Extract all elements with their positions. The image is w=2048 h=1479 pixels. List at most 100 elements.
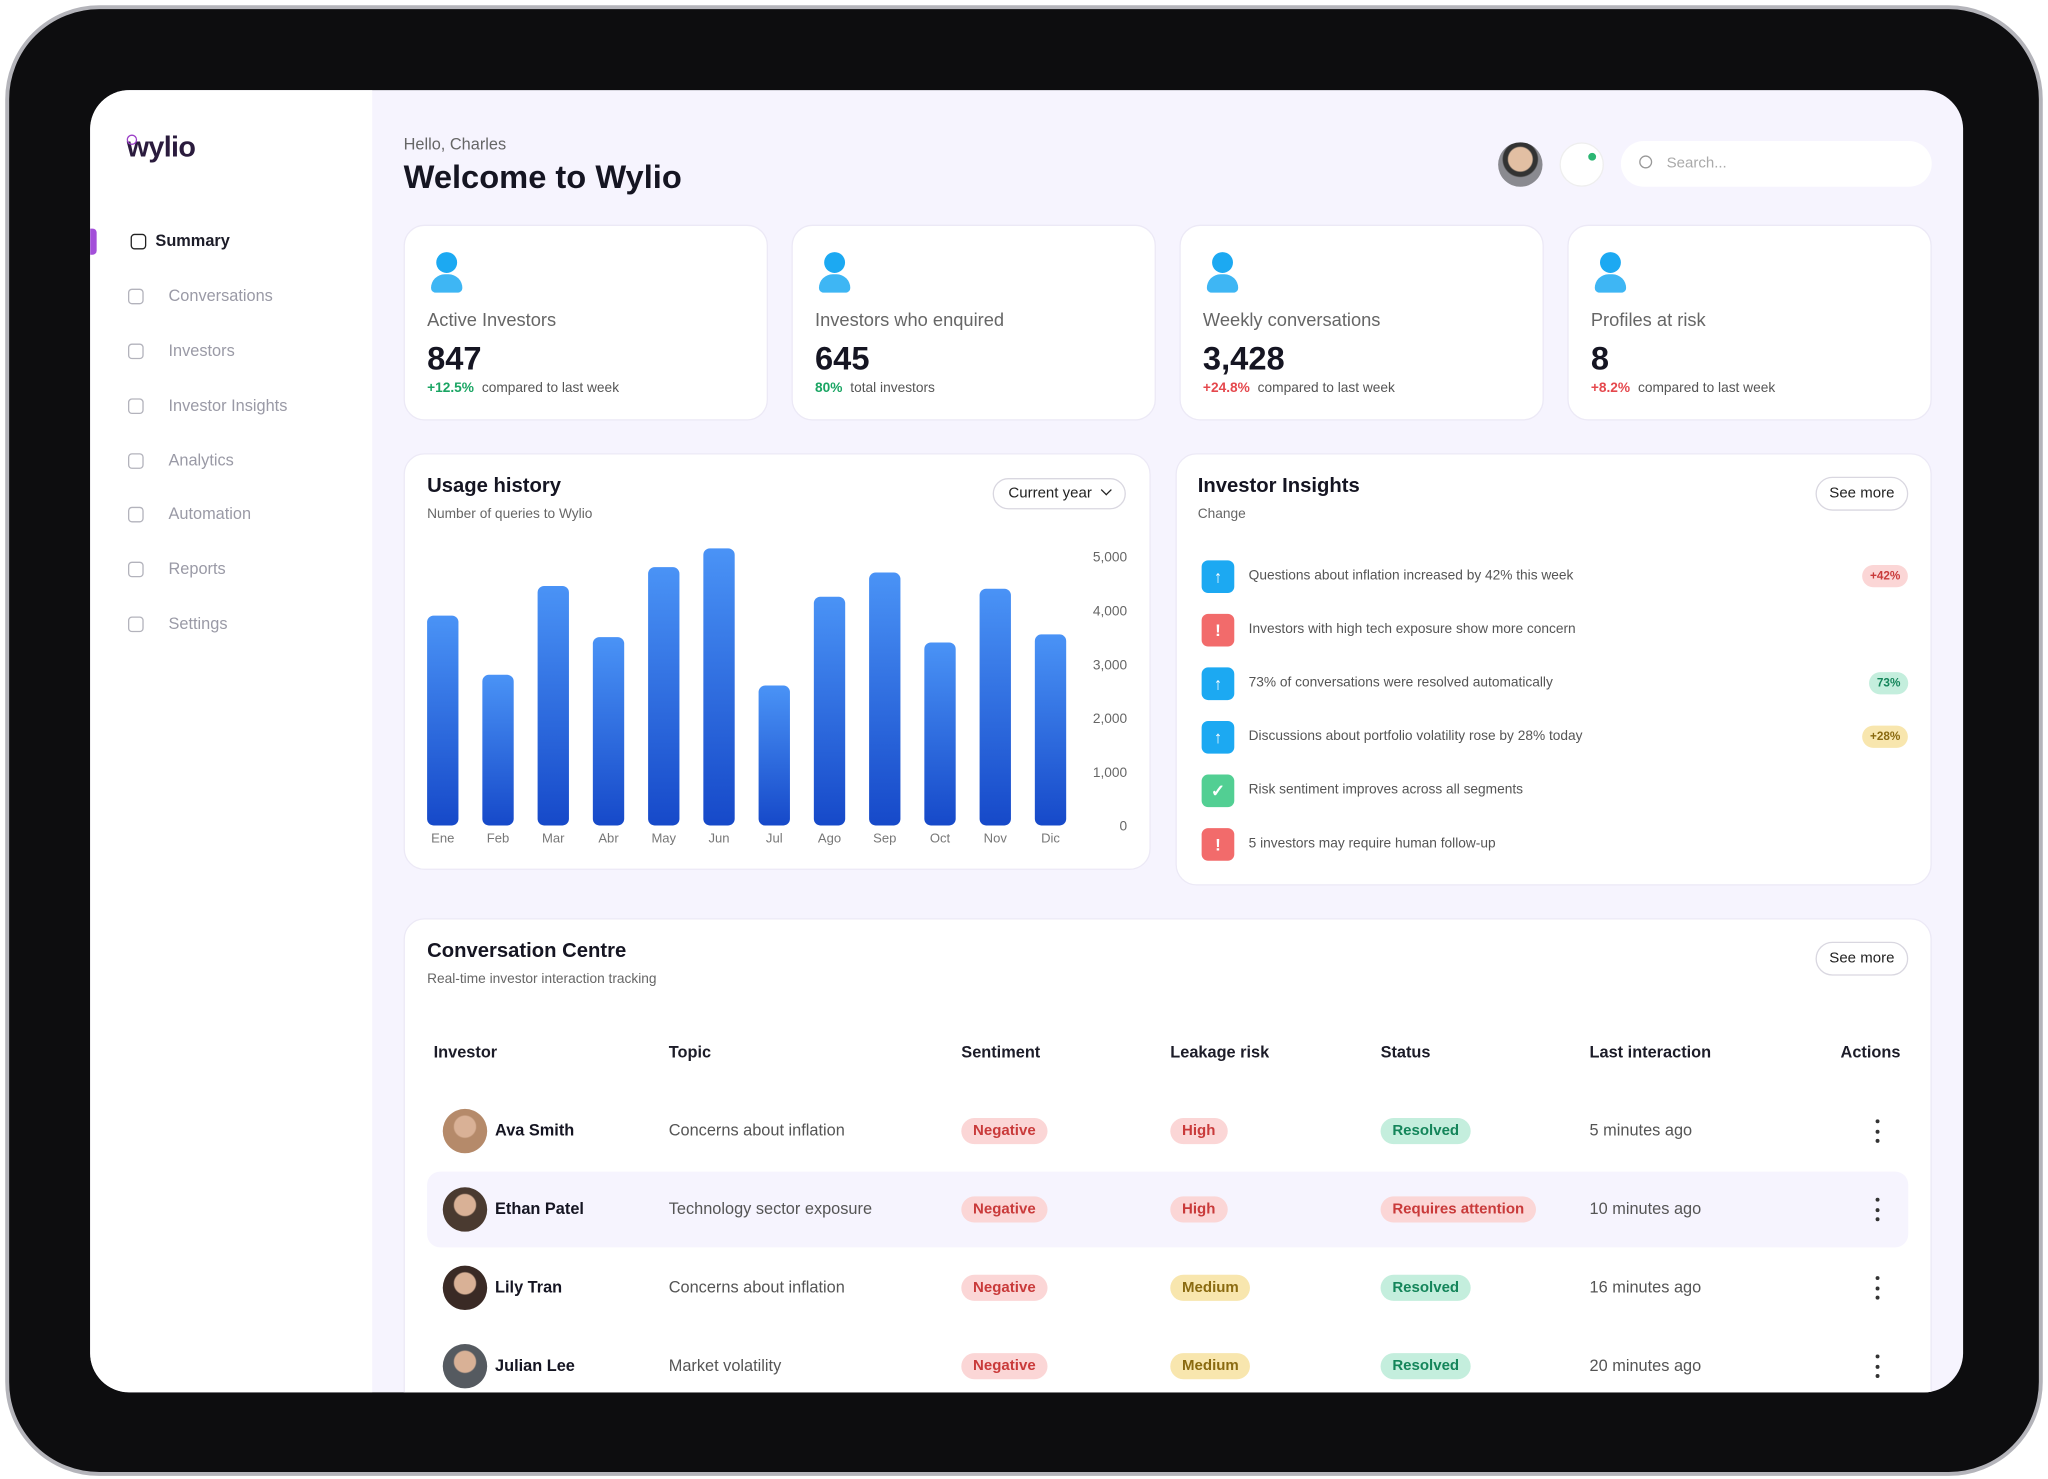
insight-icon: ↑	[1201, 667, 1235, 701]
bar	[758, 685, 790, 826]
column-header: Actions	[1840, 1042, 1901, 1062]
page-title: Welcome to Wylio	[403, 159, 682, 196]
stat-card	[1179, 224, 1544, 421]
investor-name: Ava Smith	[495, 1121, 575, 1140]
action-dot	[1874, 1374, 1879, 1378]
x-tick-label: Dic	[1041, 830, 1060, 845]
card-title: Conversation Centre	[427, 940, 627, 963]
sentiment-pill: Negative	[961, 1196, 1048, 1223]
insight-icon: !	[1201, 613, 1235, 647]
y-tick-label: 2,000	[1093, 711, 1128, 726]
nav-icon	[127, 506, 144, 523]
notification-dot	[1588, 152, 1597, 161]
button-label: See more	[1829, 485, 1895, 502]
stat-value: 8	[1590, 340, 1610, 378]
nav-item[interactable]: Summary	[155, 231, 230, 251]
investor-avatar	[442, 1187, 488, 1232]
nav-icon	[127, 398, 144, 415]
x-tick-label: Ene	[431, 830, 454, 845]
insight-icon: !	[1201, 828, 1235, 861]
nav-item[interactable]: Investors	[168, 341, 235, 360]
bar	[1034, 634, 1067, 826]
dropdown-label: Current year	[1008, 485, 1092, 502]
action-dot	[1874, 1138, 1879, 1143]
nav-icon	[127, 288, 144, 305]
row-actions[interactable]	[1870, 1197, 1883, 1222]
search-icon	[1639, 155, 1653, 169]
nav-item[interactable]: Reports	[168, 559, 226, 578]
x-tick-label: Jul	[766, 830, 783, 845]
risk-pill: High	[1170, 1196, 1228, 1223]
conversation-card	[403, 918, 1932, 1393]
profile-avatar[interactable]	[1498, 142, 1543, 187]
stat-note: compared to last week	[1257, 380, 1395, 396]
insight-text: Questions about inflation increased by 4…	[1248, 567, 1574, 584]
bar	[813, 596, 846, 826]
last-interaction: 5 minutes ago	[1589, 1121, 1693, 1140]
search-placeholder: Search...	[1666, 155, 1727, 172]
notification-button[interactable]	[1559, 142, 1604, 187]
nav-item[interactable]: Conversations	[168, 286, 273, 305]
topic: Market volatility	[668, 1356, 782, 1375]
see-more-button[interactable]: See more	[1815, 476, 1909, 511]
stat-icon	[1206, 274, 1239, 293]
card-title: Investor Insights	[1197, 475, 1360, 498]
stat-icon	[1599, 252, 1621, 273]
bar	[869, 572, 901, 826]
sentiment-pill: Negative	[961, 1353, 1048, 1380]
y-tick-label: 5,000	[1093, 550, 1128, 565]
stat-icon	[818, 274, 851, 293]
insight-icon: ↑	[1201, 560, 1235, 593]
row-actions[interactable]	[1870, 1276, 1883, 1300]
bar	[592, 637, 625, 826]
bar	[648, 567, 680, 826]
nav-item[interactable]: Analytics	[168, 451, 234, 470]
usage-chart: 5,000 4,000 3,000 2,000 1,000 0 Ene Feb Mar Abr Ma…	[427, 548, 1128, 845]
investor-avatar	[442, 1108, 488, 1154]
stat-card	[1567, 224, 1932, 421]
row-actions[interactable]	[1870, 1119, 1883, 1143]
investor-avatar	[442, 1343, 488, 1389]
bar	[482, 674, 514, 826]
stat-label: Profiles at risk	[1590, 309, 1706, 330]
action-dot	[1874, 1276, 1879, 1280]
x-tick-label: Oct	[930, 830, 951, 845]
nav-item[interactable]: Investor Insights	[168, 396, 288, 415]
last-interaction: 16 minutes ago	[1589, 1278, 1702, 1297]
stat-change-row: 80% total investors	[815, 380, 935, 396]
stat-note: compared to last week	[1637, 380, 1776, 396]
status-pill: Requires attention	[1380, 1196, 1536, 1223]
stat-icon	[1212, 252, 1233, 273]
nav-item[interactable]: Automation	[168, 504, 252, 524]
bar	[537, 586, 569, 826]
action-dot	[1874, 1207, 1879, 1212]
nav-item[interactable]: Settings	[168, 614, 228, 633]
insight-text: Discussions about portfolio volatility r…	[1248, 728, 1583, 745]
action-dot	[1874, 1295, 1879, 1300]
search-box[interactable]	[1620, 141, 1932, 187]
sidebar	[90, 90, 373, 1393]
nav-icon	[130, 233, 147, 250]
period-dropdown[interactable]: Current year	[992, 478, 1126, 510]
action-dot	[1874, 1364, 1879, 1369]
y-tick-label: 0	[1120, 819, 1128, 834]
y-tick-label: 3,000	[1093, 657, 1128, 672]
stat-note: compared to last week	[481, 380, 620, 396]
row-actions[interactable]	[1870, 1354, 1883, 1378]
column-header: Status	[1380, 1042, 1431, 1062]
investor-avatar	[442, 1265, 488, 1311]
insight-badge: +42%	[1862, 565, 1909, 587]
y-tick-label: 1,000	[1093, 765, 1128, 780]
row-highlight	[427, 1171, 1909, 1248]
sentiment-pill: Negative	[961, 1274, 1048, 1301]
see-more-button[interactable]: See more	[1815, 941, 1909, 976]
column-header: Last interaction	[1589, 1042, 1712, 1062]
investor-name: Lily Tran	[495, 1278, 563, 1297]
stat-card	[791, 224, 1156, 421]
investor-name: Julian Lee	[495, 1356, 575, 1375]
nav-icon	[127, 561, 144, 578]
screen: wylio Summary Conversations Investors Invest…	[90, 90, 1964, 1393]
insight-text: 73% of conversations were resolved autom…	[1248, 674, 1553, 691]
nav-icon	[127, 453, 144, 469]
